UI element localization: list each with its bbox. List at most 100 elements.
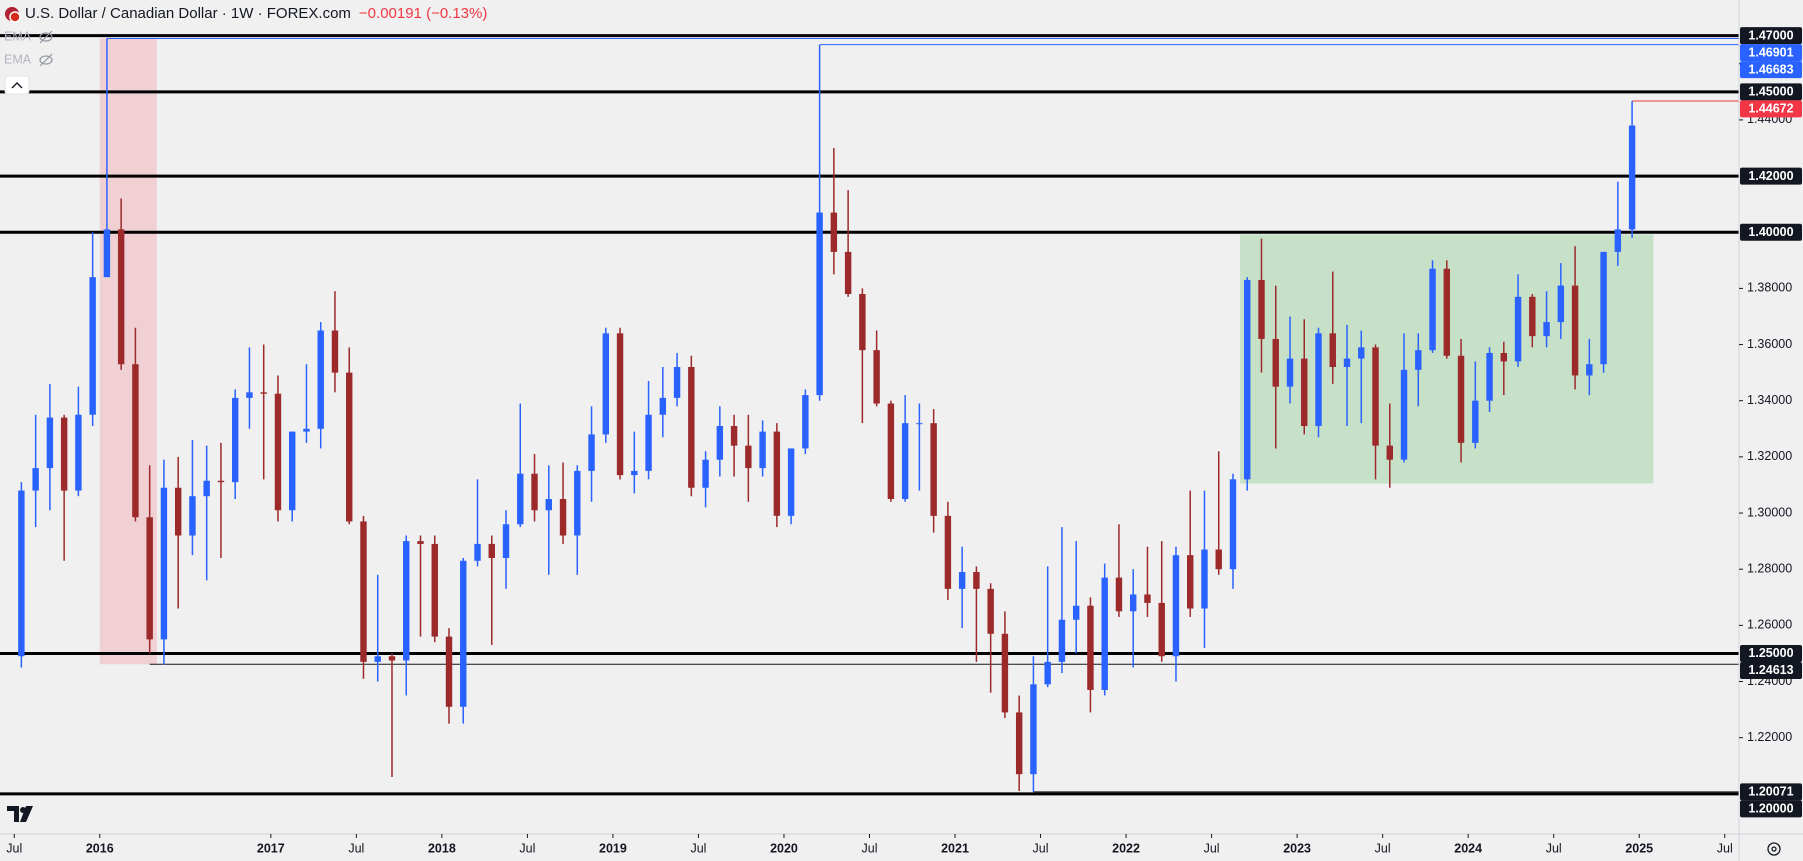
candle-body <box>574 470 581 536</box>
candle-body <box>103 229 111 278</box>
candle-body <box>1301 358 1308 426</box>
candle-body <box>75 414 82 491</box>
price-label-box <box>1740 27 1802 45</box>
candle-body <box>403 541 410 661</box>
candle-body <box>1443 268 1450 356</box>
x-tick-label: Jul <box>1204 841 1220 855</box>
candle-body <box>631 470 638 476</box>
price-label: 1.40000 <box>1748 225 1793 239</box>
candle-body <box>1044 661 1051 685</box>
x-tick-label: Jul <box>690 841 706 855</box>
candle-body <box>417 541 424 544</box>
price-label: 1.46901 <box>1748 45 1793 59</box>
candle-body <box>1400 369 1408 460</box>
candle-body <box>1215 549 1222 570</box>
candle-body <box>517 473 524 525</box>
x-tick-label: Jul <box>862 841 878 855</box>
price-label: 1.24613 <box>1748 663 1793 677</box>
visibility-icon[interactable] <box>39 53 53 67</box>
y-tick-label: 1.38000 <box>1747 281 1792 295</box>
candle-body <box>987 588 994 634</box>
candle-body <box>1514 296 1522 362</box>
price-label-box <box>1740 644 1802 662</box>
candle-body <box>1358 347 1365 359</box>
candle-body <box>1101 577 1108 690</box>
candle-body <box>873 350 880 404</box>
settings-icon[interactable] <box>1767 842 1781 856</box>
candle-body <box>360 521 367 662</box>
candle-body <box>1315 333 1322 426</box>
candle-body <box>773 431 781 516</box>
candle-body <box>602 333 610 435</box>
candle-body <box>346 372 353 522</box>
candle-body <box>488 543 495 558</box>
price-label: 1.46683 <box>1748 62 1793 76</box>
x-tick-label: Jul <box>519 841 535 855</box>
candle-body <box>1258 279 1265 339</box>
candle-body <box>545 498 552 511</box>
candle-body <box>303 428 310 432</box>
symbol-flag <box>9 11 21 23</box>
candle-body <box>1529 296 1536 337</box>
levels <box>0 34 1739 796</box>
candle-body <box>1557 285 1565 323</box>
candle-body <box>1244 279 1251 480</box>
visibility-icon[interactable] <box>39 30 53 44</box>
candle-body <box>146 517 153 640</box>
candle-body <box>132 364 139 518</box>
price-label-box <box>1740 44 1802 62</box>
indicator-label[interactable]: EMA <box>4 29 32 43</box>
price-label-box <box>1740 223 1802 241</box>
candle-body <box>60 417 68 491</box>
header: U.S. Dollar / Canadian Dollar · 1W · FOR… <box>4 5 487 95</box>
candle-body <box>474 543 481 561</box>
y-tick-label: 1.26000 <box>1747 618 1792 632</box>
candle-body <box>659 397 667 415</box>
candle-body <box>688 367 695 488</box>
candle-body <box>787 448 795 516</box>
candle-body <box>802 395 809 449</box>
collapse-button[interactable] <box>4 75 30 95</box>
candle-body <box>901 423 909 499</box>
candle-body <box>616 333 624 476</box>
chart-title: U.S. Dollar / Canadian Dollar · 1W · FOR… <box>25 5 351 22</box>
x-tick-label: 2023 <box>1283 841 1311 855</box>
candle-body <box>502 524 510 558</box>
candle-body <box>1115 577 1123 612</box>
candle-body <box>1144 594 1151 603</box>
candle-body <box>331 330 339 373</box>
price-label-box <box>1740 800 1802 818</box>
candle-body <box>317 330 324 429</box>
candle-body <box>274 393 282 511</box>
price-label: 1.20000 <box>1748 802 1793 816</box>
candle-body <box>1343 358 1351 368</box>
x-tick-label: Jul <box>1717 841 1733 855</box>
candle-body <box>716 425 724 460</box>
candle-body <box>973 572 980 589</box>
y-tick-label: 1.22000 <box>1747 730 1792 744</box>
candle-body <box>916 423 923 425</box>
candle-body <box>1614 229 1622 252</box>
x-tick-label: 2022 <box>1112 841 1140 855</box>
candle-body <box>289 431 296 511</box>
candle-body <box>1272 338 1279 387</box>
x-tick-label: 2017 <box>257 841 285 855</box>
candle-body <box>559 498 567 536</box>
candle-body <box>374 656 381 662</box>
indicator-label[interactable]: EMA <box>4 52 32 66</box>
candle-body <box>1087 605 1094 690</box>
candle-body <box>1030 684 1037 775</box>
candle-body <box>1429 268 1436 351</box>
candle-body <box>160 487 168 640</box>
candle-body <box>431 543 438 637</box>
candle-body <box>944 515 952 589</box>
x-tick-label: 2024 <box>1454 841 1482 855</box>
x-tick-label: Jul <box>1375 841 1391 855</box>
logo <box>7 806 33 822</box>
price-label-box <box>1740 83 1802 101</box>
candle-body <box>1628 125 1636 230</box>
candle-body <box>1586 364 1593 376</box>
